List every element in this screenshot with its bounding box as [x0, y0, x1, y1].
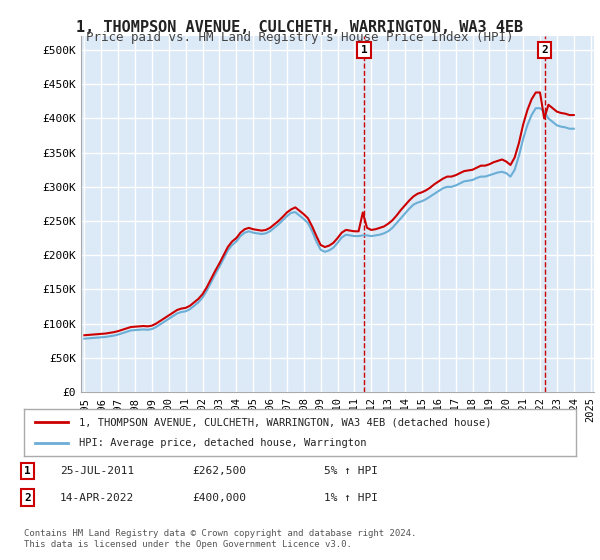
Text: 1: 1	[361, 45, 367, 55]
Text: Price paid vs. HM Land Registry's House Price Index (HPI): Price paid vs. HM Land Registry's House …	[86, 31, 514, 44]
Text: 14-APR-2022: 14-APR-2022	[60, 493, 134, 503]
Text: £262,500: £262,500	[192, 466, 246, 476]
Text: 25-JUL-2011: 25-JUL-2011	[60, 466, 134, 476]
Text: £400,000: £400,000	[192, 493, 246, 503]
Text: 1, THOMPSON AVENUE, CULCHETH, WARRINGTON, WA3 4EB (detached house): 1, THOMPSON AVENUE, CULCHETH, WARRINGTON…	[79, 417, 492, 427]
Text: 1, THOMPSON AVENUE, CULCHETH, WARRINGTON, WA3 4EB: 1, THOMPSON AVENUE, CULCHETH, WARRINGTON…	[76, 20, 524, 35]
Text: 1% ↑ HPI: 1% ↑ HPI	[324, 493, 378, 503]
Text: 5% ↑ HPI: 5% ↑ HPI	[324, 466, 378, 476]
Text: 2: 2	[541, 45, 548, 55]
Text: Contains HM Land Registry data © Crown copyright and database right 2024.
This d: Contains HM Land Registry data © Crown c…	[24, 529, 416, 549]
Text: 2: 2	[24, 493, 31, 503]
Text: 1: 1	[24, 466, 31, 476]
Text: HPI: Average price, detached house, Warrington: HPI: Average price, detached house, Warr…	[79, 438, 367, 448]
